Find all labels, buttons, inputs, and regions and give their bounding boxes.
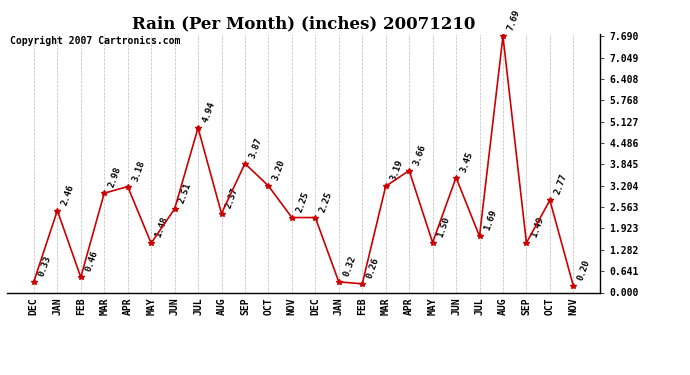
Text: 0.32: 0.32 — [342, 254, 357, 278]
Text: 2.25: 2.25 — [318, 190, 334, 213]
Text: 0.20: 0.20 — [576, 258, 592, 282]
Text: 2.77: 2.77 — [553, 173, 569, 196]
Text: 3.20: 3.20 — [271, 159, 287, 182]
Text: 1.48: 1.48 — [154, 216, 170, 239]
Text: 3.18: 3.18 — [130, 159, 146, 182]
Text: 2.46: 2.46 — [60, 183, 76, 206]
Text: 3.87: 3.87 — [248, 136, 264, 159]
Text: 2.37: 2.37 — [224, 186, 240, 209]
Text: 2.98: 2.98 — [107, 166, 123, 189]
Text: 0.26: 0.26 — [365, 256, 381, 280]
Text: 7.69: 7.69 — [506, 9, 522, 32]
Text: 1.49: 1.49 — [529, 215, 545, 239]
Text: 3.19: 3.19 — [388, 159, 404, 182]
Text: Copyright 2007 Cartronics.com: Copyright 2007 Cartronics.com — [10, 36, 180, 46]
Text: 1.50: 1.50 — [435, 215, 451, 238]
Text: 2.25: 2.25 — [295, 190, 310, 213]
Text: 0.46: 0.46 — [83, 250, 99, 273]
Text: 3.45: 3.45 — [459, 150, 475, 173]
Text: 0.33: 0.33 — [37, 254, 52, 278]
Text: 4.94: 4.94 — [201, 100, 217, 124]
Title: Rain (Per Month) (inches) 20071210: Rain (Per Month) (inches) 20071210 — [132, 15, 475, 32]
Text: 2.51: 2.51 — [177, 182, 193, 205]
Text: 1.69: 1.69 — [482, 209, 498, 232]
Text: 3.66: 3.66 — [412, 143, 428, 166]
